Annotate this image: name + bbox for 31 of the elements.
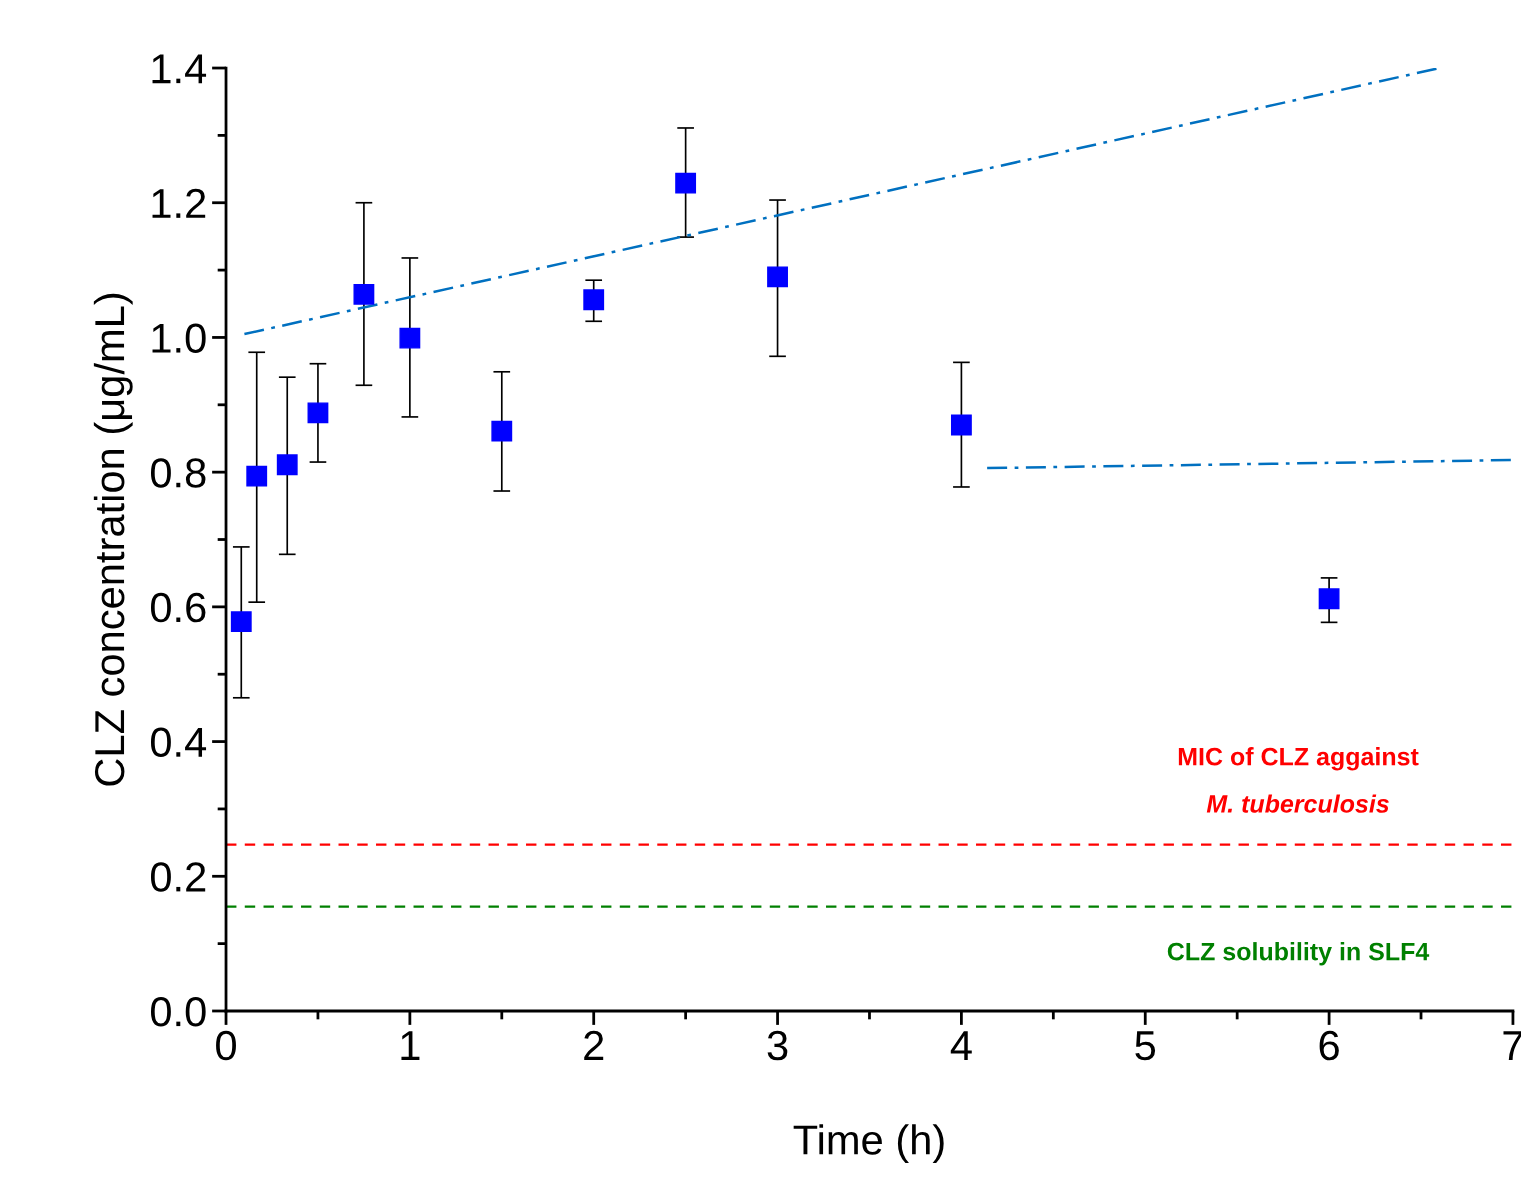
x-tick-label: 1 <box>401 1031 420 1060</box>
y-tick-label: 1.2 <box>152 188 206 218</box>
y-tick-label: 0.6 <box>150 592 206 623</box>
y-tick-label: 0.4 <box>150 727 207 758</box>
y-tick-label: 0.8 <box>150 458 206 488</box>
y-tick-label: 1.0 <box>152 323 206 353</box>
ref-line-label: CLZ solubility in SLF4 <box>1167 942 1430 966</box>
y-tick-label: 1.4 <box>152 54 207 84</box>
x-tick-label: 0 <box>216 1030 236 1061</box>
ref-line-label: MIC of CLZ aggainst M. tuberculosis <box>1178 747 1419 813</box>
x-axis-title: Time (h) <box>793 1124 944 1163</box>
point <box>491 420 513 442</box>
x-tick-label: 6 <box>1319 1030 1339 1061</box>
point <box>230 611 252 633</box>
point <box>246 465 268 487</box>
point <box>399 327 421 349</box>
point <box>353 283 375 305</box>
y-tick-label: 0.0 <box>150 997 206 1027</box>
point <box>276 454 298 476</box>
x-tick-label: 5 <box>1135 1031 1156 1061</box>
point <box>767 266 788 288</box>
x-tick-label: 2 <box>584 1030 604 1060</box>
point <box>307 402 329 424</box>
x-tick-label: 3 <box>767 1030 788 1061</box>
point <box>1318 588 1340 610</box>
y-tick-label: 0.2 <box>150 862 206 892</box>
x-tick-label: 4 <box>950 1031 972 1060</box>
point <box>583 289 605 311</box>
y-axis-title: CLZ concentration (μg/mL) <box>93 293 133 786</box>
point <box>675 172 697 194</box>
point <box>950 414 972 436</box>
